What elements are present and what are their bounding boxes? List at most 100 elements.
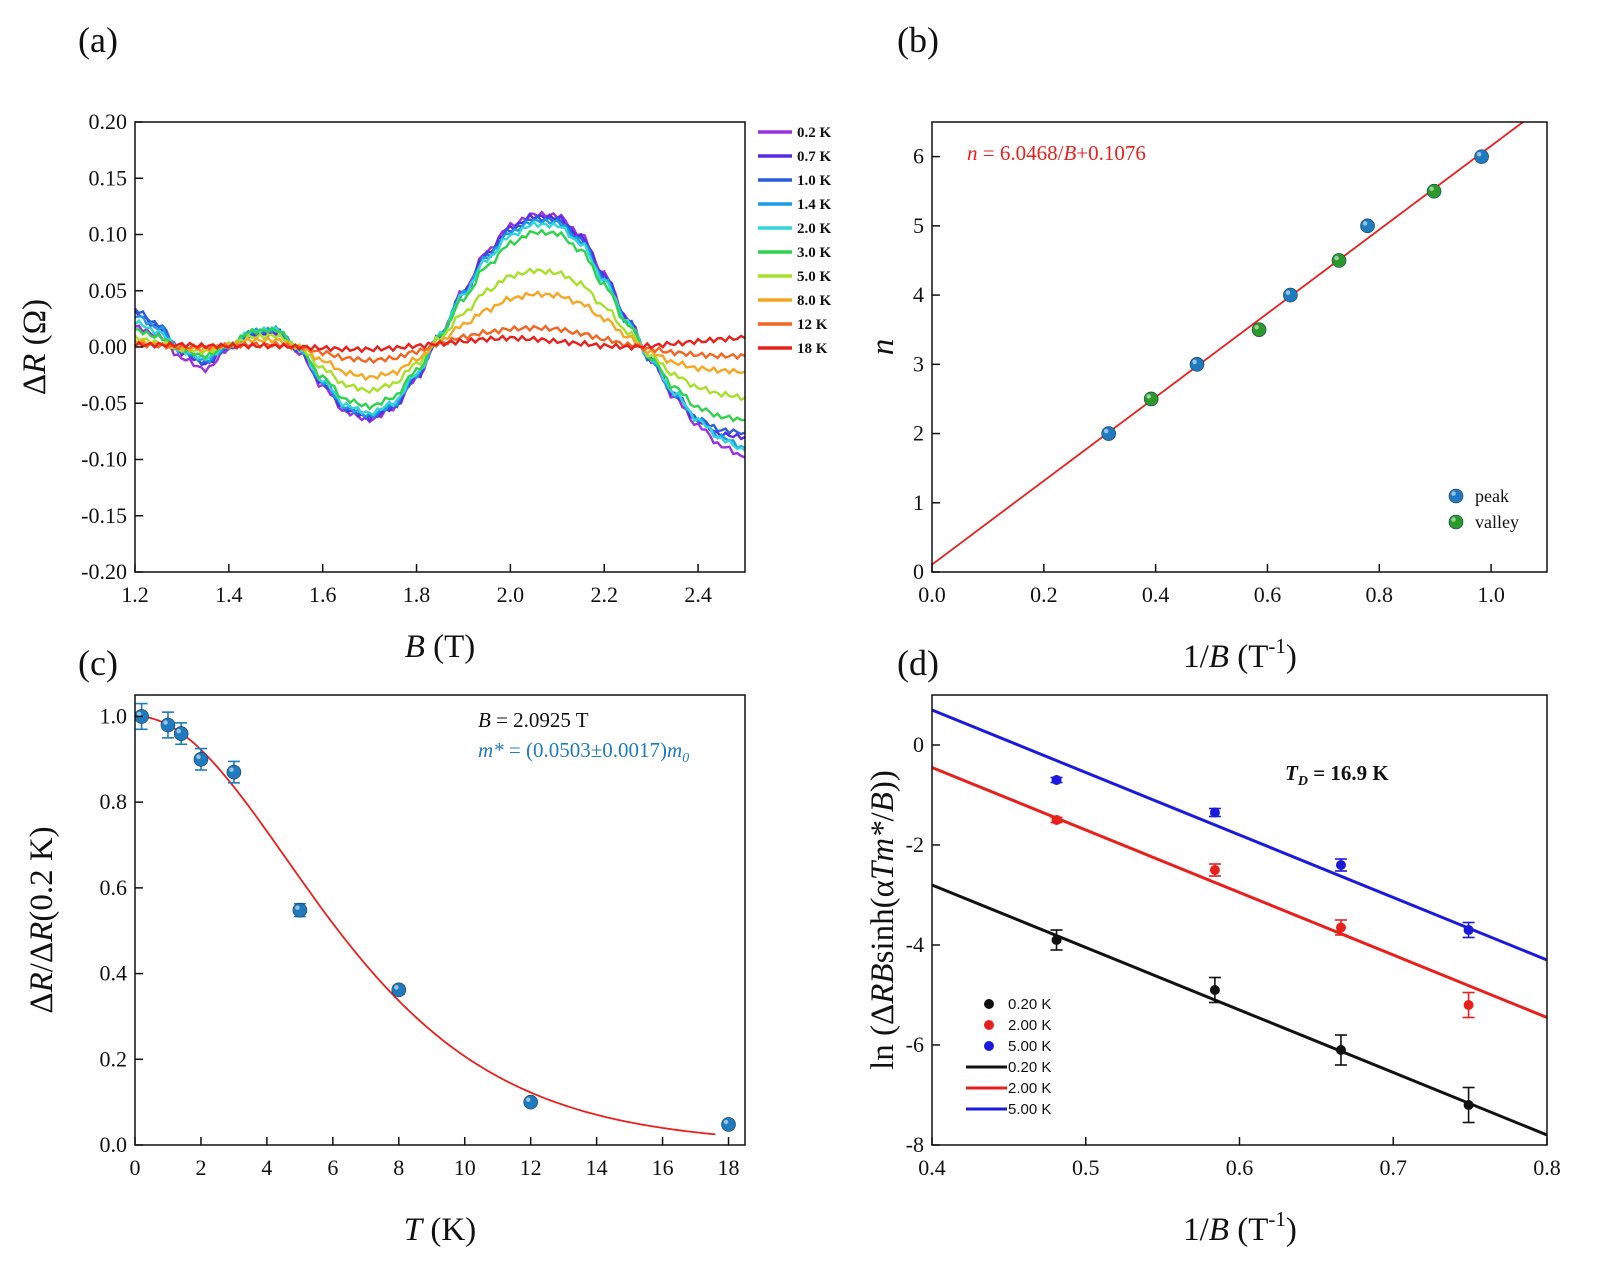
- chart-b-ytick-label: 6: [913, 144, 924, 169]
- chart-b-ticks: 0.0 0.2 0.4 0.6 0.8 1.0 0 1 2 3 4 5 6: [913, 144, 1505, 607]
- chart-c-annotation-m: m* = (0.0503±0.0017)m0: [478, 738, 689, 766]
- chart-d-xtick-label: 0.7: [1380, 1155, 1408, 1180]
- chart-d-xlabel: 1/B (T-1): [1183, 1207, 1297, 1248]
- legend-label: 12 K: [797, 317, 828, 333]
- chart-a-xtick-label: 2.2: [590, 582, 618, 607]
- chart-b-ytick-label: 0: [913, 559, 924, 584]
- chart-c-xtick-label: 6: [327, 1155, 338, 1180]
- data-point-highlight: [295, 905, 300, 910]
- chart-a-ytick-label: -0.10: [81, 447, 127, 472]
- chart-a-xtick-label: 1.4: [215, 582, 243, 607]
- chart-c-xtick-label: 4: [261, 1155, 272, 1180]
- data-point-200K: [1335, 922, 1346, 933]
- data-point-highlight: [229, 767, 234, 772]
- data-point-500K: [1209, 807, 1220, 818]
- legend-marker-peak: [1448, 488, 1464, 504]
- data-point-valley: [1331, 253, 1347, 268]
- chart-c: 0 2 4 6 8 10 12 14 16 18 0.0 0.2 0.4 0.6 0.8 1.0 B = 2.…: [24, 694, 746, 1248]
- chart-b-points: [1101, 149, 1489, 441]
- legend-label: 5.00 K: [1008, 1101, 1051, 1118]
- data-point-valley: [1143, 391, 1159, 407]
- data-point-200K: [1051, 815, 1062, 825]
- chart-b-ylabel: n: [865, 339, 901, 356]
- chart-d-fits: [931, 708, 1548, 1137]
- chart-d-xtick-label: 0.6: [1226, 1155, 1254, 1180]
- data-point-highlight: [196, 754, 201, 760]
- chart-b-xlabel: 1/B (T-1): [1183, 634, 1297, 675]
- panel-label-b: (b): [897, 20, 939, 60]
- series-line-18K: [134, 334, 746, 354]
- chart-c-fit: [141, 715, 716, 1136]
- chart-c-ytick-label: 1.0: [100, 703, 128, 728]
- data-point: [160, 717, 176, 733]
- legend-marker-valley: [1448, 514, 1464, 530]
- chart-b-ytick-label: 5: [913, 213, 924, 238]
- chart-c-xlabel: T (K): [404, 1212, 476, 1248]
- legend-label: 2.0 K: [797, 221, 832, 237]
- data-point: [193, 751, 209, 767]
- chart-b-xtick-label: 0.8: [1366, 582, 1394, 607]
- chart-a-xlabel: B (T): [405, 629, 476, 665]
- legend-label: 3.0 K: [797, 245, 832, 261]
- legend-label: 8.0 K: [797, 293, 832, 309]
- chart-d-ytick-label: -6: [906, 1032, 924, 1057]
- chart-d-points: [1050, 775, 1475, 1124]
- chart-b-ytick-label: 3: [913, 351, 924, 376]
- chart-c-ytick-label: 0.0: [100, 1132, 128, 1157]
- data-point-500K: [1463, 925, 1474, 935]
- legend-marker: [984, 1041, 994, 1051]
- data-point-020K: [1209, 985, 1220, 995]
- chart-c-ticks: 0 2 4 6 8 10 12 14 16 18 0.0 0.2 0.4 0.6 0.8 1.0: [100, 703, 740, 1180]
- chart-c-xtick-label: 10: [454, 1155, 476, 1180]
- chart-c-ytick-label: 0.6: [100, 875, 128, 900]
- chart-d-ytick-label: -2: [906, 832, 924, 857]
- chart-c-xtick-label: 14: [586, 1155, 608, 1180]
- chart-b-ytick-label: 4: [913, 282, 924, 307]
- data-point-200K: [1463, 1000, 1474, 1010]
- chart-d-legend: 0.20 K 2.00 K 5.00 K 0.20 K 2.00 K 5.00 K: [966, 996, 1051, 1118]
- data-point-500K: [1051, 775, 1062, 785]
- data-point: [226, 764, 242, 780]
- chart-a-ytick-label: 0.20: [89, 109, 128, 134]
- chart-b-annotation: n = 6.0468/B+0.1076: [967, 141, 1146, 165]
- chart-d-xtick-label: 0.4: [918, 1155, 946, 1180]
- data-point-valley-highlight: [1146, 394, 1151, 399]
- chart-a-ytick-label: 0.15: [89, 165, 128, 190]
- data-point-highlight: [394, 985, 399, 990]
- data-point-highlight: [525, 1097, 531, 1102]
- chart-c-xtick-label: 18: [718, 1155, 740, 1180]
- chart-b-legend: peak valley: [1448, 486, 1519, 532]
- chart-b-ytick-label: 2: [913, 421, 924, 446]
- series-line-30K: [134, 228, 746, 423]
- chart-c-ytick-label: 0.4: [100, 961, 128, 986]
- chart-a-ticks: 1.2 1.4 1.6 1.8 2.0 2.2 2.4 -0.20 -0.15 -0.10 -0.0…: [81, 109, 712, 607]
- legend-label: 1.4 K: [797, 197, 832, 213]
- data-point-peak-highlight: [1192, 359, 1197, 365]
- data-point-peak: [1360, 218, 1375, 234]
- chart-c-xtick-label: 2: [195, 1155, 206, 1180]
- data-point: [721, 1117, 736, 1132]
- legend-label: 0.20 K: [1008, 996, 1051, 1013]
- fit-line-500K: [931, 708, 1548, 962]
- data-point-highlight: [136, 711, 142, 717]
- fit-line: [931, 121, 1524, 566]
- chart-a-ytick-label: 0.00: [89, 334, 128, 359]
- legend-label: valley: [1475, 512, 1519, 532]
- data-point-valley-highlight: [1254, 325, 1259, 330]
- data-point-200K: [1209, 865, 1220, 875]
- chart-a-ytick-label: 0.05: [89, 278, 128, 303]
- chart-d: 0.4 0.5 0.6 0.7 0.8 -8 -6 -4 -2 0 TD = 16.9 K 0.2…: [865, 694, 1561, 1248]
- legend-marker-valley-highlight: [1451, 517, 1456, 522]
- legend-label: 2.00 K: [1008, 1017, 1051, 1034]
- chart-c-xtick-label: 16: [652, 1155, 674, 1180]
- data-point: [173, 726, 189, 741]
- chart-a-xtick-label: 2.4: [684, 582, 712, 607]
- chart-d-ytick-label: -4: [906, 932, 924, 957]
- chart-c-annotation-b: B = 2.0925 T: [478, 708, 589, 732]
- data-point-highlight: [176, 728, 181, 734]
- data-point-020K: [1463, 1100, 1474, 1110]
- chart-b-xtick-label: 0.2: [1030, 582, 1058, 607]
- chart-c-xtick-label: 12: [520, 1155, 542, 1180]
- chart-a-xtick-label: 1.8: [403, 582, 431, 607]
